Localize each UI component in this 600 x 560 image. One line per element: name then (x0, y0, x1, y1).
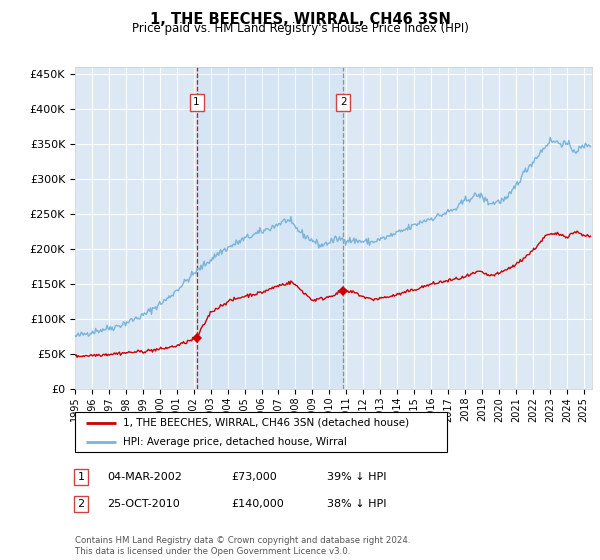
Text: £73,000: £73,000 (231, 472, 277, 482)
Text: Price paid vs. HM Land Registry's House Price Index (HPI): Price paid vs. HM Land Registry's House … (131, 22, 469, 35)
Text: £140,000: £140,000 (231, 499, 284, 509)
Text: 1: 1 (77, 472, 85, 482)
Text: 2: 2 (340, 97, 347, 107)
Text: 39% ↓ HPI: 39% ↓ HPI (327, 472, 386, 482)
Text: 04-MAR-2002: 04-MAR-2002 (107, 472, 182, 482)
Text: 1, THE BEECHES, WIRRAL, CH46 3SN: 1, THE BEECHES, WIRRAL, CH46 3SN (149, 12, 451, 27)
Text: Contains HM Land Registry data © Crown copyright and database right 2024.
This d: Contains HM Land Registry data © Crown c… (75, 536, 410, 556)
Text: 38% ↓ HPI: 38% ↓ HPI (327, 499, 386, 509)
Text: HPI: Average price, detached house, Wirral: HPI: Average price, detached house, Wirr… (124, 437, 347, 447)
Text: 1: 1 (193, 97, 200, 107)
Text: 1, THE BEECHES, WIRRAL, CH46 3SN (detached house): 1, THE BEECHES, WIRRAL, CH46 3SN (detach… (124, 418, 409, 428)
Bar (197, 67, 343, 389)
Text: 25-OCT-2010: 25-OCT-2010 (107, 499, 179, 509)
Text: 2: 2 (77, 499, 85, 509)
